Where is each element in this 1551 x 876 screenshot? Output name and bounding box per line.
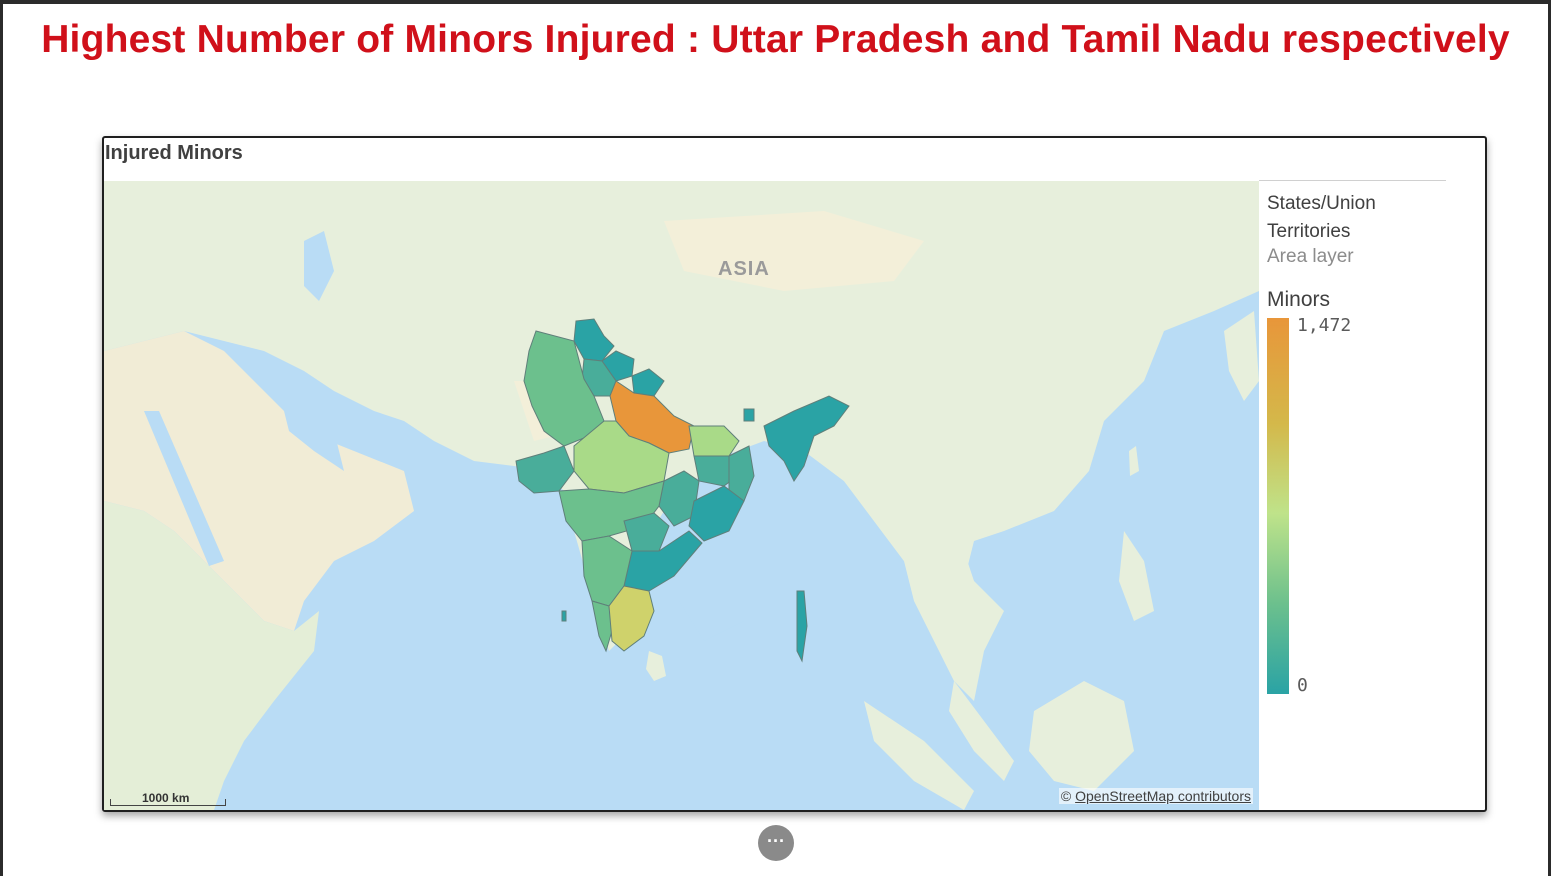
attribution-link[interactable]: OpenStreetMap contributors [1075,788,1251,804]
map-scale: 1000 km [110,791,226,806]
window-frame-top [0,0,1551,4]
land-taiwan [1129,446,1139,476]
region-jammu-kashmir [573,318,615,362]
red-sea [144,411,224,566]
land-malaysia [949,681,1014,781]
region-kerala [591,600,613,653]
choropleth-layer[interactable] [104,181,1259,810]
land-africa [104,501,319,810]
land-japan [1224,311,1259,401]
legend-layer-type: Area layer [1267,246,1354,267]
region-tamil-nadu [608,585,655,652]
region-andaman-nicobar [796,590,808,663]
legend-measure: Minors [1267,288,1331,311]
basemap [104,181,1259,810]
gobi-desert [664,211,924,291]
land-borneo [1029,681,1134,791]
legend-min-label: 0 [1297,675,1308,696]
region-sikkim [743,408,755,422]
legend-divider [1259,180,1446,181]
scale-bar [110,799,226,806]
ellipsis-icon: ··· [767,831,785,851]
region-rajasthan [523,330,605,447]
land-srilanka [646,651,666,681]
caspian-sea [304,231,334,301]
more-options-button[interactable]: ··· [758,825,794,861]
region-madhya-pradesh [573,420,670,494]
region-northeast [763,395,850,482]
land-eurasia [104,181,1259,651]
window-frame-left [0,0,3,876]
region-uttarakhand [631,368,665,397]
attribution-prefix: © [1060,788,1072,804]
region-odisha [688,485,745,542]
legend-color-scale [1267,318,1289,694]
region-bihar [688,425,740,457]
scale-label: 1000 km [142,791,190,805]
region-telangana [623,512,670,552]
legend-layer-name: States/Union Territories [1267,193,1376,242]
map-attribution: © OpenStreetMap contributors [1058,788,1253,804]
panel-title: Injured Minors [105,142,243,164]
legend-max-label: 1,472 [1297,315,1352,336]
map-panel[interactable]: Injured Minors [102,136,1487,812]
persian-gulf [284,411,344,471]
land-philippines [1119,531,1154,621]
land-sumatra [864,701,974,810]
land-indochina [804,451,1004,701]
region-uttar-pradesh [609,380,695,454]
map-view[interactable]: ASIA 1000 km © OpenStreetMap contributor… [104,181,1259,810]
land-arabia [104,331,414,631]
region-gujarat [515,445,575,494]
region-lakshadweep [561,610,567,622]
continent-label: ASIA [718,258,770,280]
slide-title: Highest Number of Minors Injured : Uttar… [41,18,1510,61]
window-frame-right [1548,0,1551,876]
